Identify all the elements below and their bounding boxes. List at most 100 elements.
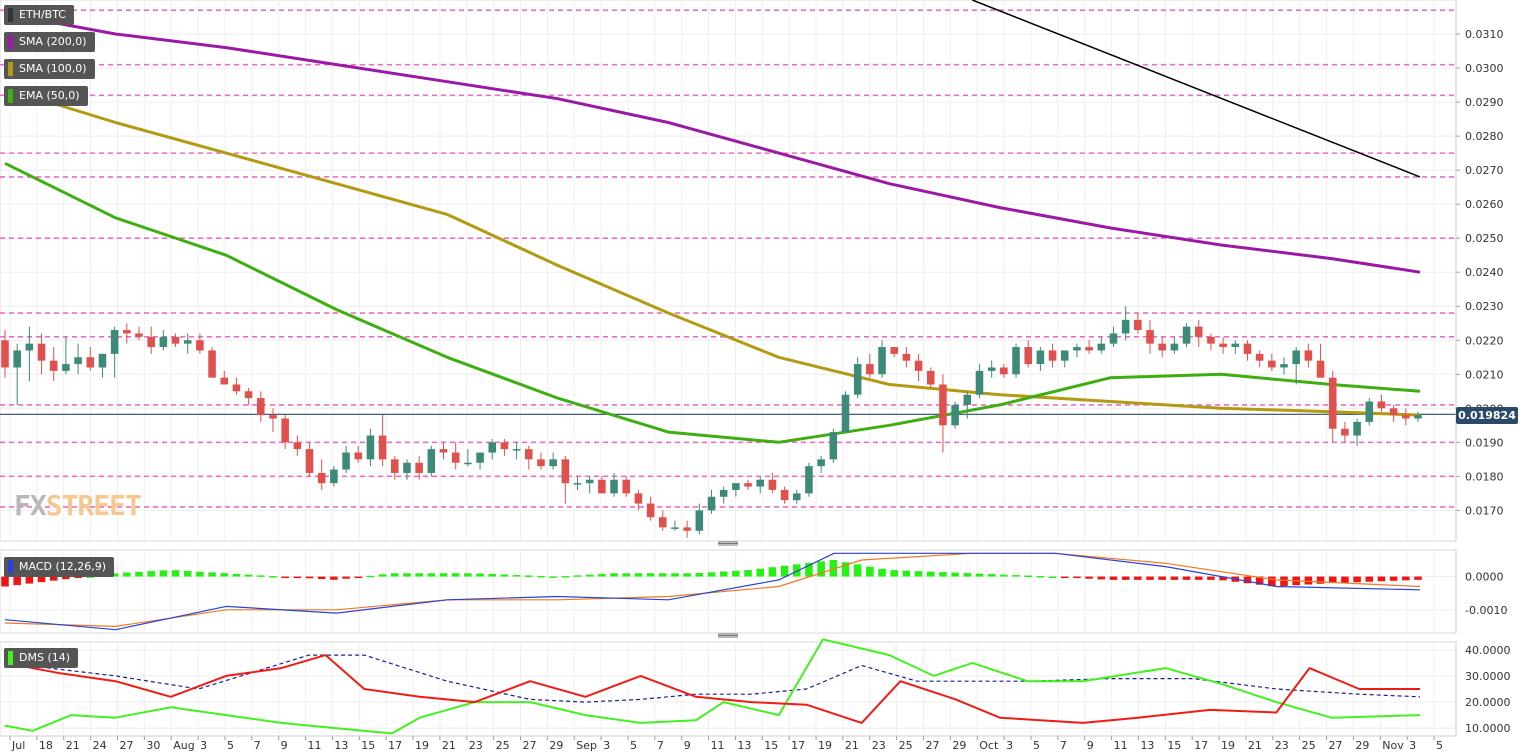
macd-histogram-bar — [1097, 576, 1106, 580]
legend-label: SMA (200,0) — [19, 35, 87, 48]
candle-body — [13, 350, 21, 368]
legend-macd[interactable]: MACD (12,26,9) — [4, 557, 115, 577]
macd-histogram-bar — [391, 573, 399, 577]
candle-body — [123, 330, 131, 334]
x-tick-label: Sep — [576, 739, 597, 752]
plus-di-line — [4, 638, 1421, 735]
macd-histogram-bar — [1194, 576, 1203, 580]
legend-ema50[interactable]: EMA (50,0) — [4, 86, 88, 106]
candle-body — [719, 489, 728, 497]
x-tick-label: 27 — [926, 739, 940, 752]
candle-body — [1231, 343, 1240, 348]
x-tick-label: Oct — [979, 739, 999, 752]
y-tick-label: 0.0280 — [1465, 130, 1504, 143]
x-tick-label: 21 — [442, 739, 456, 752]
x-tick-label: 17 — [791, 739, 805, 752]
macd-histogram-bar — [1316, 576, 1325, 584]
x-tick-label: 29 — [549, 739, 563, 752]
macd-histogram-bar — [853, 564, 862, 577]
candle-body — [671, 527, 679, 529]
macd-histogram-bar — [756, 568, 765, 577]
candle-body — [232, 384, 241, 392]
candle-body — [1377, 401, 1386, 409]
candle-body — [890, 347, 898, 354]
macd-histogram-bar — [147, 571, 155, 577]
candle-body — [1109, 333, 1118, 344]
candle-body — [756, 479, 765, 487]
candle-body — [817, 459, 825, 467]
macd-histogram-bar — [1146, 576, 1154, 580]
x-tick-label: 13 — [1140, 739, 1154, 752]
y-tick-label: 0.0310 — [1465, 28, 1504, 41]
legend-swatch — [8, 651, 13, 665]
macd-histogram-bar — [878, 568, 886, 577]
macd-histogram-bar — [269, 576, 277, 578]
candle-body — [1182, 326, 1191, 344]
x-tick-label: 25 — [496, 739, 510, 752]
price-axis: 0.01700.01800.01900.02000.02100.02200.02… — [1455, 0, 1504, 541]
legend-label: MACD (12,26,9) — [19, 560, 107, 573]
macd-histogram-bar — [622, 573, 631, 577]
legend-label: ETH/BTC — [19, 8, 66, 21]
candle-body — [1085, 347, 1093, 351]
candle-body — [853, 364, 862, 395]
macd-histogram-bar — [464, 573, 472, 577]
candle-body — [1304, 350, 1313, 361]
y-tick-label: -0.0010 — [1465, 604, 1507, 617]
candle-body — [1341, 428, 1349, 436]
macd-histogram-bar — [890, 570, 898, 577]
legend-dms[interactable]: DMS (14) — [4, 648, 79, 668]
candle-body — [147, 336, 155, 348]
legend-sma200[interactable]: SMA (200,0) — [4, 32, 95, 52]
macd-histogram-bar — [330, 576, 338, 580]
candle-body — [1316, 360, 1325, 378]
candle-body — [707, 496, 716, 511]
candle-body — [62, 364, 70, 371]
candle-body — [683, 527, 691, 531]
candle-body — [208, 350, 216, 378]
candle-body — [537, 459, 545, 467]
legend-label: SMA (100,0) — [19, 62, 87, 75]
legend-ethbtc[interactable]: ETH/BTC — [4, 5, 74, 25]
x-tick-label: 7 — [657, 739, 664, 752]
macd-histogram-bar — [1073, 576, 1081, 579]
macd-histogram-bar — [549, 576, 557, 578]
candle-body — [305, 449, 314, 473]
x-tick-label: 21 — [66, 739, 80, 752]
candle-body — [1328, 377, 1337, 429]
macd-histogram-bar — [963, 573, 972, 577]
candle-body — [1414, 415, 1422, 419]
x-tick-label: 11 — [1114, 739, 1128, 752]
macd-histogram-bar — [1207, 576, 1215, 580]
macd-histogram-bar — [208, 572, 216, 577]
x-tick-label: 19 — [415, 739, 429, 752]
price-frame — [0, 0, 1457, 542]
legend-swatch — [8, 560, 13, 574]
macd-histogram-bar — [220, 573, 229, 577]
moving-averages — [4, 0, 1421, 444]
macd-histogram-bar — [317, 576, 326, 580]
candle-body — [330, 469, 338, 484]
macd-histogram-bar — [512, 574, 521, 577]
y-tick-label: 40.0000 — [1465, 644, 1511, 657]
panel-splitters[interactable] — [718, 541, 738, 638]
macd-histogram-bar — [707, 572, 716, 577]
macd-histogram-bar — [488, 573, 497, 577]
candle-body — [1170, 343, 1179, 351]
macd-histogram-bar — [573, 575, 582, 577]
candle-body — [829, 432, 838, 460]
candle-body — [1219, 343, 1227, 348]
x-tick-label: 24 — [93, 739, 107, 752]
candle-body — [1024, 347, 1032, 365]
y-tick-label: 10.0000 — [1465, 722, 1511, 735]
legend-sma100[interactable]: SMA (100,0) — [4, 59, 95, 79]
macd-histogram-bar — [975, 573, 984, 577]
last-price-tag: 0.019824 — [1456, 407, 1518, 424]
macd-histogram-bar — [768, 567, 777, 577]
macd-histogram-bar — [1243, 576, 1252, 584]
candle-body — [573, 483, 582, 485]
x-tick-label: 27 — [522, 739, 536, 752]
macd-histogram-bar — [110, 573, 119, 577]
macd-axis: 0.0000 -0.0010 — [1455, 550, 1507, 633]
y-tick-label: 0.0210 — [1465, 368, 1504, 381]
